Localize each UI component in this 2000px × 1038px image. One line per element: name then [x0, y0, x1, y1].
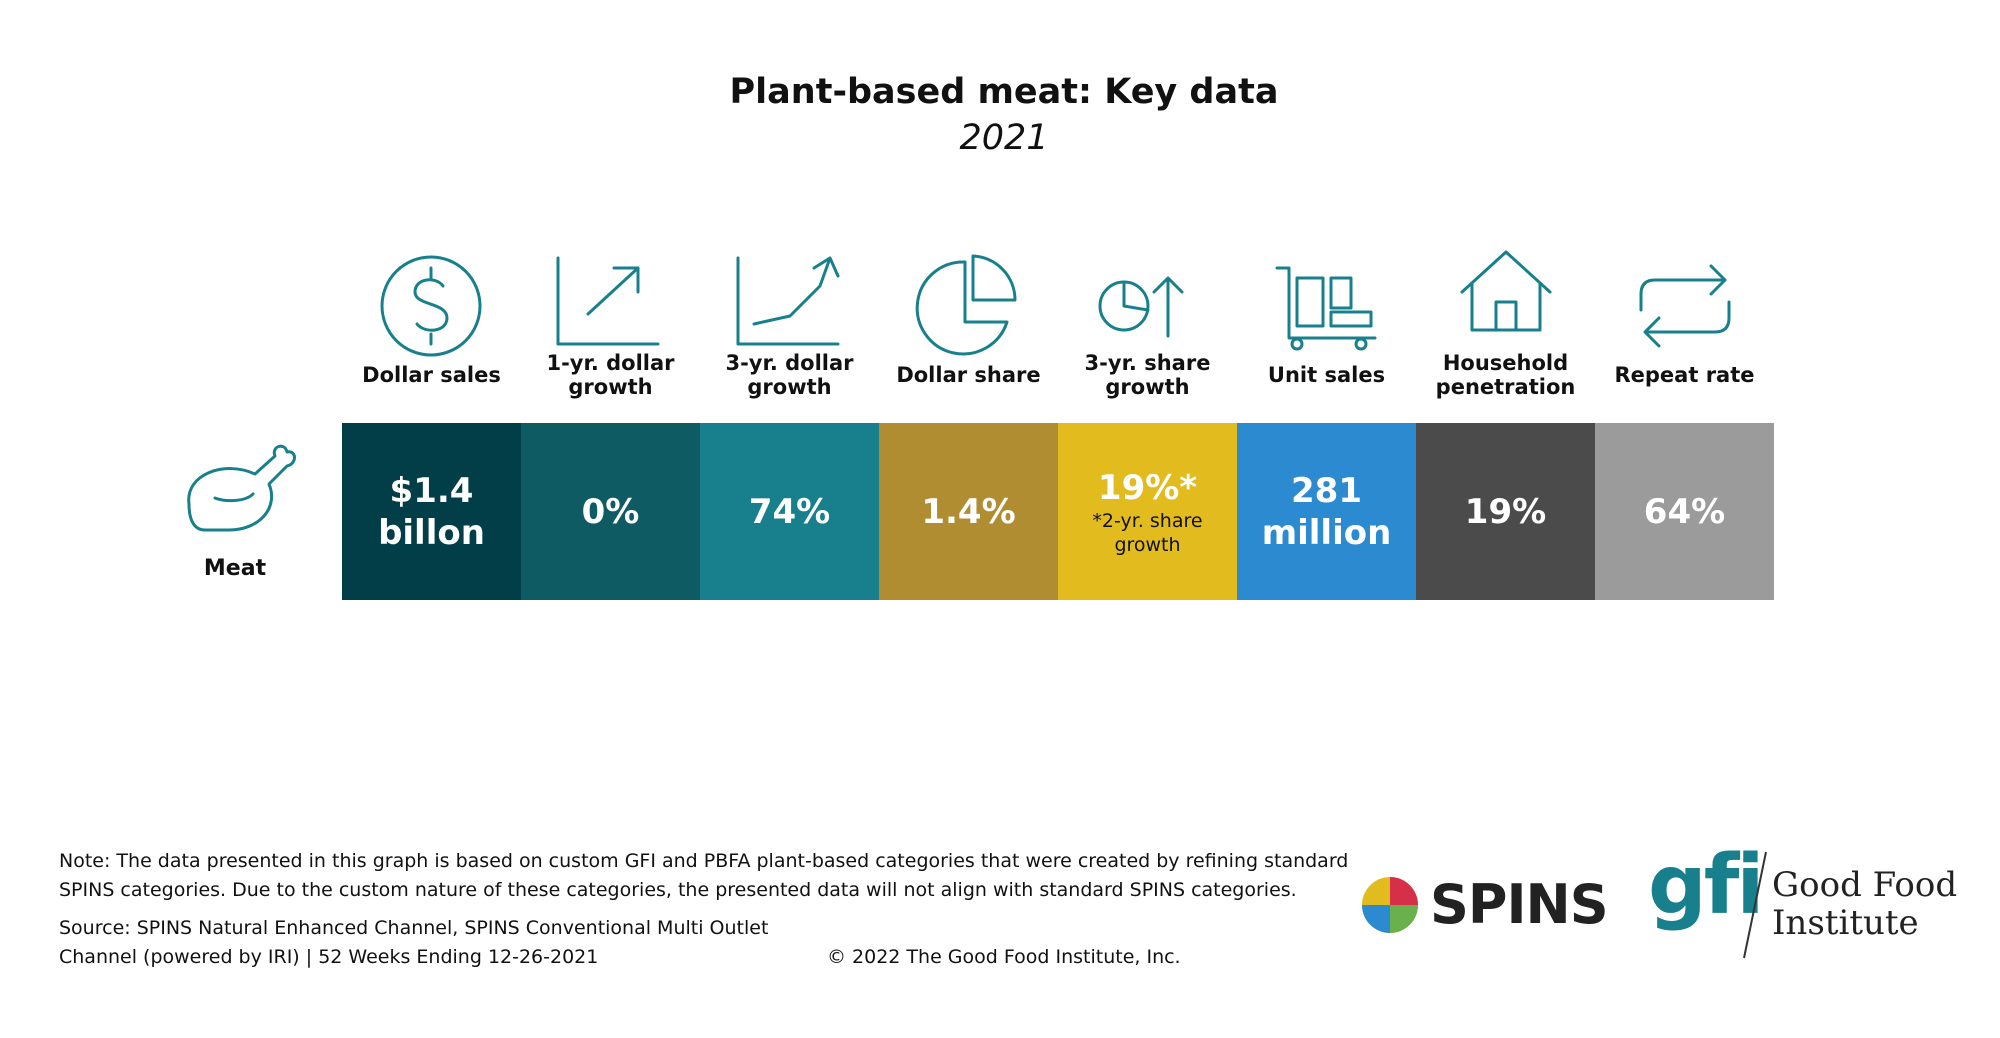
cell: 19%* *2-yr. share growth: [1058, 423, 1237, 600]
column-label: Repeat rate: [1614, 363, 1755, 387]
cell-value: $1.4 billon: [378, 470, 485, 553]
cell-value: 19%*: [1097, 467, 1198, 508]
copyright: © 2022 The Good Food Institute, Inc.: [827, 946, 1181, 968]
column-label: Household penetration: [1435, 351, 1576, 399]
title: Plant-based meat: Key data: [729, 72, 1279, 112]
column-label: Dollar sales: [362, 363, 501, 387]
cell-value: 74%: [748, 491, 831, 532]
cell-value: 19%: [1464, 491, 1547, 532]
source-line: Channel (powered by IRI) | 52 Weeks Endi…: [59, 946, 599, 968]
note: Note: The data presented in this graph i…: [59, 847, 1348, 905]
spins-logo: SPINS: [1430, 873, 1609, 936]
cell: $1.4 billon: [342, 423, 521, 600]
source-line: Source: SPINS Natural Enhanced Channel, …: [59, 917, 769, 939]
cell: 281 million: [1237, 423, 1416, 600]
column-label: 3-yr. share growth: [1084, 351, 1211, 399]
spins-mark: [1362, 877, 1418, 933]
row-label: Meat: [203, 556, 267, 581]
cell: 1.4%: [879, 423, 1058, 600]
cell-value: 1.4%: [921, 491, 1016, 532]
cell: 19%: [1416, 423, 1595, 600]
column-label: 1-yr. dollar growth: [546, 351, 675, 399]
column-label: 3-yr. dollar growth: [725, 351, 854, 399]
note-line: SPINS categories. Due to the custom natu…: [59, 879, 1297, 901]
source: Source: SPINS Natural Enhanced Channel, …: [59, 914, 768, 972]
cell-value: 64%: [1643, 491, 1726, 532]
gfi-name-line: Institute: [1772, 903, 1919, 943]
gfi-name: Good Food Institute: [1772, 866, 1957, 942]
divider: [1743, 851, 1767, 959]
gfi-name-line: Good Food: [1772, 865, 1958, 905]
cell-value: 281 million: [1261, 470, 1392, 553]
column-label: Unit sales: [1267, 363, 1386, 387]
note-line: Note: The data presented in this graph i…: [59, 850, 1349, 872]
subtitle: 2021: [959, 118, 1049, 158]
cell: 74%: [700, 423, 879, 600]
cell-note: *2-yr. share growth: [1092, 509, 1203, 556]
cell-value: 0%: [581, 491, 640, 532]
cell: 0%: [521, 423, 700, 600]
gfi-logo: gfi: [1648, 838, 1764, 933]
cell: 64%: [1595, 423, 1774, 600]
column-label: Dollar share: [896, 363, 1041, 387]
